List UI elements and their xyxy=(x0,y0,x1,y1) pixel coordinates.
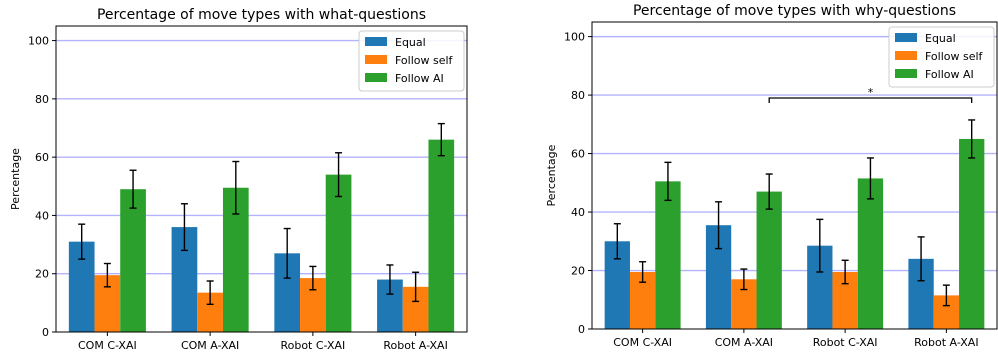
legend-swatch xyxy=(365,73,387,82)
chart-2: Percentage of move types with why-questi… xyxy=(545,3,998,349)
y-tick-label: 80 xyxy=(571,89,585,102)
x-tick-label: COM C-XAI xyxy=(613,336,672,349)
y-tick-label: 100 xyxy=(564,31,585,44)
x-tick-label: Robot C-XAI xyxy=(813,336,878,349)
legend: Equal Follow self Follow AI xyxy=(358,30,465,92)
chart-title: Percentage of move types with what-quest… xyxy=(97,7,426,23)
legend-label: Equal xyxy=(925,32,956,45)
y-tick-label: 60 xyxy=(571,148,585,161)
chart-1: Percentage of move types with what-quest… xyxy=(9,7,468,352)
y-tick-label: 20 xyxy=(35,268,49,281)
legend-label: Follow AI xyxy=(925,68,974,81)
x-tick-label: Robot A-XAI xyxy=(383,339,447,352)
y-tick-label: 40 xyxy=(35,209,49,222)
y-tick-label: 0 xyxy=(42,326,49,339)
legend-label: Follow AI xyxy=(395,72,444,85)
x-tick-label: COM A-XAI xyxy=(715,336,773,349)
y-tick-label: 0 xyxy=(578,323,585,336)
legend-swatch xyxy=(365,55,387,64)
significance-bracket xyxy=(768,97,973,104)
bar xyxy=(655,181,681,329)
legend-swatch xyxy=(895,51,917,60)
bar xyxy=(428,139,455,332)
legend-label: Follow self xyxy=(925,50,984,63)
chart-title: Percentage of move types with why-questi… xyxy=(633,3,956,19)
legend-swatch xyxy=(895,33,917,42)
y-tick-label: 40 xyxy=(571,206,585,219)
y-tick-label: 80 xyxy=(35,93,49,106)
bar xyxy=(120,189,146,332)
bar xyxy=(959,138,985,329)
y-axis-label: Percentage xyxy=(9,148,22,210)
legend-swatch xyxy=(365,37,387,46)
legend-label: Equal xyxy=(395,36,426,49)
legend-label: Follow self xyxy=(395,54,454,67)
plot-frame xyxy=(591,21,998,330)
legend: Equal Follow self Follow AI xyxy=(888,26,995,88)
bar xyxy=(756,191,782,329)
x-tick-label: Robot C-XAI xyxy=(280,339,345,352)
x-tick-label: COM C-XAI xyxy=(78,339,137,352)
bar xyxy=(325,174,352,332)
x-tick-label: Robot A-XAI xyxy=(914,336,978,349)
y-tick-label: 100 xyxy=(28,35,49,48)
legend-swatch xyxy=(895,69,917,78)
significance-label: * xyxy=(868,86,874,99)
y-tick-label: 60 xyxy=(35,151,49,164)
x-tick-label: COM A-XAI xyxy=(181,339,239,352)
y-tick-label: 20 xyxy=(571,265,585,278)
bar xyxy=(857,178,884,329)
y-axis-label: Percentage xyxy=(545,144,558,206)
plot-frame xyxy=(55,25,468,333)
